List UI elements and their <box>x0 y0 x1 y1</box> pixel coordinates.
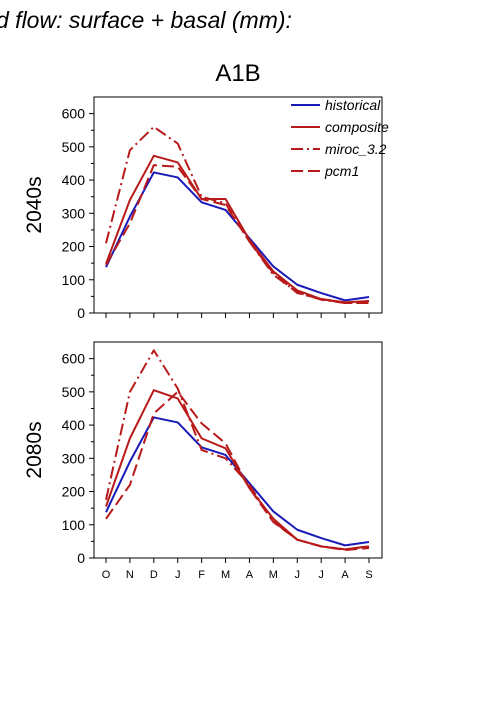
y-tick-label: 500 <box>62 139 86 155</box>
legend-label: historical <box>325 97 381 113</box>
row-label: 2040s <box>23 176 46 233</box>
x-tick-label: A <box>246 569 254 581</box>
y-tick-label: 300 <box>62 450 86 466</box>
x-tick-label: A <box>341 569 349 581</box>
series-line-pcm1 <box>105 164 369 305</box>
y-tick-label: 200 <box>62 484 86 500</box>
x-tick-label: M <box>221 569 230 581</box>
plot-frame <box>93 341 383 559</box>
panels: 0 100 200 300 400 500 600 2040s historical compos… <box>23 96 389 581</box>
x-tick-label: J <box>175 569 181 581</box>
panel-2040s: 0 100 200 300 400 500 600 2040s historical compos… <box>23 96 389 321</box>
x-tick-label: O <box>102 569 111 581</box>
x-tick-label: F <box>198 569 205 581</box>
y-tick-label: 300 <box>62 205 86 221</box>
x-tick-label: N <box>126 569 134 581</box>
y-tick-label: 100 <box>62 272 86 288</box>
series-line-miroc_3.2 <box>105 125 370 305</box>
x-tick-label: D <box>150 569 158 581</box>
panel-2080s: 0 100 200 300 400 500 600 O N D J F M A M J J A S 2080s <box>23 341 383 581</box>
series-line-pcm1 <box>105 390 370 552</box>
legend: historical composite miroc_3.2 pcm1 <box>291 97 389 179</box>
legend-label: composite <box>325 119 389 135</box>
series-line-miroc_3.2 <box>105 349 370 551</box>
y-tick-label: 0 <box>77 305 85 321</box>
x-tick-label: M <box>269 569 278 581</box>
y-tick-label: 100 <box>62 517 86 533</box>
y-tick-label: 200 <box>62 239 86 255</box>
y-tick-label: 400 <box>62 417 86 433</box>
y-tick-label: 400 <box>62 172 86 188</box>
legend-label: miroc_3.2 <box>325 141 387 157</box>
scenario-title: A1B <box>215 60 260 87</box>
legend-label: pcm1 <box>324 163 359 179</box>
figure-title: d flow: surface + basal (mm): <box>0 7 292 33</box>
plot-frame <box>93 96 383 314</box>
y-tick-label: 600 <box>62 351 86 367</box>
series-line-historical <box>105 171 370 302</box>
x-tick-label: J <box>295 569 301 581</box>
x-tick-label: J <box>318 569 324 581</box>
y-tick-label: 500 <box>62 384 86 400</box>
x-tick-label: S <box>365 569 372 581</box>
row-label: 2080s <box>23 421 46 478</box>
y-tick-label: 0 <box>77 550 85 566</box>
series-line-composite <box>105 389 370 551</box>
y-tick-label: 600 <box>62 106 86 122</box>
